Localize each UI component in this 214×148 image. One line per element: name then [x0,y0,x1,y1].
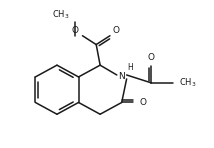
Text: O: O [139,98,146,107]
Text: O: O [71,26,78,35]
Text: CH$_3$: CH$_3$ [52,9,70,21]
Text: CH$_3$: CH$_3$ [179,77,196,89]
Text: O: O [148,53,155,62]
Text: H: H [128,63,133,72]
Text: N: N [118,72,125,81]
Text: O: O [112,26,119,35]
